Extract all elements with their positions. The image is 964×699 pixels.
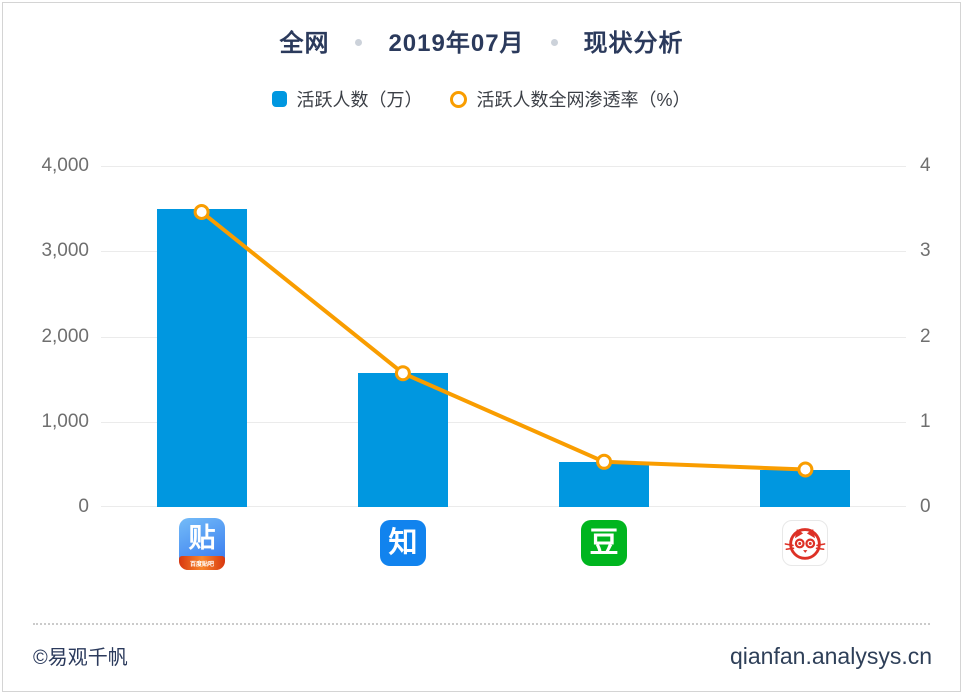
tieba-app-icon: 贴 百度贴吧: [179, 518, 225, 570]
mop-cat-face-icon: [784, 528, 826, 560]
y-axis-label-left: 1,000: [41, 410, 89, 432]
gridline: [101, 336, 906, 338]
bar-series-swatch-icon: [272, 91, 288, 107]
tieba-ribbon: 百度贴吧: [179, 556, 225, 570]
y-axis-label-right: 1: [920, 410, 931, 432]
penetration-line-layer: [193, 204, 814, 478]
legend-item-active-users[interactable]: 活跃人数（万）: [272, 86, 422, 112]
chart-title: 全网 2019年07月 现状分析: [3, 23, 960, 58]
y-axis-label-left: 2,000: [41, 325, 89, 347]
legend-item-penetration[interactable]: 活跃人数全网渗透率（%）: [450, 86, 691, 112]
line-point-tieba[interactable]: [193, 204, 210, 220]
title-scope: 全网: [279, 30, 330, 57]
y-axis-label-right: 4: [920, 155, 931, 176]
legend-label-active-users: 活跃人数（万）: [296, 90, 423, 110]
penetration-line: [199, 210, 808, 472]
y-axis-label-right: 2: [920, 325, 931, 347]
y-axis-label-left: 4,000: [41, 155, 89, 176]
douban-glyph: 豆: [589, 527, 619, 559]
title-period: 2019年07月: [388, 30, 525, 57]
douban-app-icon: 豆: [581, 520, 627, 566]
y-axis-label-left: 3,000: [41, 240, 89, 262]
mop-app-icon: [782, 520, 828, 566]
bar-tieba[interactable]: [156, 208, 247, 507]
title-separator-dot: [550, 39, 558, 46]
site-url: qianfan.analysys.cn: [729, 643, 932, 669]
line-point-douban[interactable]: [596, 453, 613, 470]
gridline: [101, 506, 906, 507]
gridline: [101, 166, 906, 167]
zhihu-glyph: 知: [388, 527, 418, 559]
y-axis-label-left: 0: [78, 496, 89, 517]
gridline: [101, 421, 906, 423]
zhihu-app-icon: 知: [380, 520, 426, 566]
plot-area: 0 0 1,000 1 2,000 2 3,000 3 4,000 4: [41, 155, 930, 517]
title-subject: 现状分析: [583, 30, 684, 57]
title-separator-dot: [355, 39, 363, 46]
copyright-text: ©易观千帆: [33, 647, 128, 669]
line-point-mop[interactable]: [797, 461, 814, 478]
line-series-swatch-icon: [450, 90, 468, 108]
y-axis-label-right: 0: [920, 496, 931, 517]
y-axis-label-right: 3: [920, 240, 931, 262]
combo-chart: 0 0 1,000 1 2,000 2 3,000 3 4,000 4 贴 百度贴吧 知 豆: [3, 3, 960, 691]
bar-zhihu[interactable]: [357, 373, 448, 507]
footer-divider: [33, 623, 930, 625]
legend-label-penetration: 活跃人数全网渗透率（%）: [476, 90, 691, 110]
tieba-ribbon-text: 百度贴吧: [190, 560, 214, 568]
line-point-zhihu[interactable]: [394, 365, 411, 382]
tieba-glyph: 贴: [188, 523, 216, 553]
gridline: [101, 251, 906, 253]
legend: 活跃人数（万） 活跃人数全网渗透率（%）: [3, 86, 960, 112]
